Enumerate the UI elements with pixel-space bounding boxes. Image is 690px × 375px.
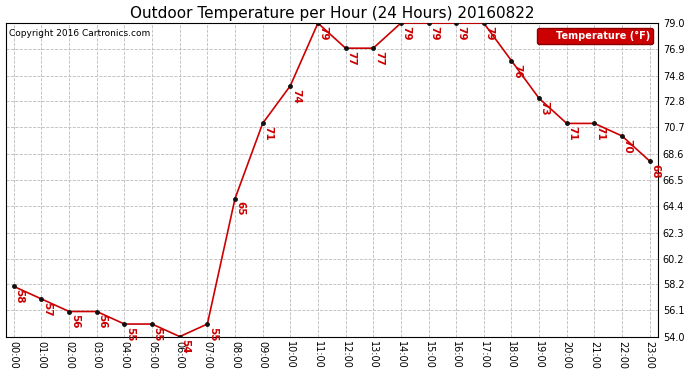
Text: 79: 79 <box>319 26 328 40</box>
Text: 71: 71 <box>567 126 578 141</box>
Title: Outdoor Temperature per Hour (24 Hours) 20160822: Outdoor Temperature per Hour (24 Hours) … <box>130 6 534 21</box>
Text: 57: 57 <box>42 302 52 316</box>
Text: 55: 55 <box>125 327 135 341</box>
Text: 77: 77 <box>346 51 356 66</box>
Text: 76: 76 <box>512 63 522 78</box>
Text: 71: 71 <box>263 126 273 141</box>
Text: 58: 58 <box>14 289 24 304</box>
Text: 79: 79 <box>484 26 494 40</box>
Text: 56: 56 <box>97 314 108 329</box>
Text: Copyright 2016 Cartronics.com: Copyright 2016 Cartronics.com <box>9 29 150 38</box>
Text: 55: 55 <box>208 327 218 341</box>
Text: 73: 73 <box>540 101 550 116</box>
Legend: Temperature (°F): Temperature (°F) <box>538 28 653 44</box>
Text: 74: 74 <box>291 88 301 104</box>
Text: 55: 55 <box>152 327 163 341</box>
Text: 65: 65 <box>235 201 246 216</box>
Text: 79: 79 <box>402 26 411 40</box>
Text: 68: 68 <box>650 164 660 178</box>
Text: 54: 54 <box>180 339 190 354</box>
Text: 79: 79 <box>457 26 466 40</box>
Text: 70: 70 <box>622 139 633 153</box>
Text: 79: 79 <box>429 26 439 40</box>
Text: 56: 56 <box>70 314 79 329</box>
Text: 77: 77 <box>374 51 384 66</box>
Text: 71: 71 <box>595 126 605 141</box>
